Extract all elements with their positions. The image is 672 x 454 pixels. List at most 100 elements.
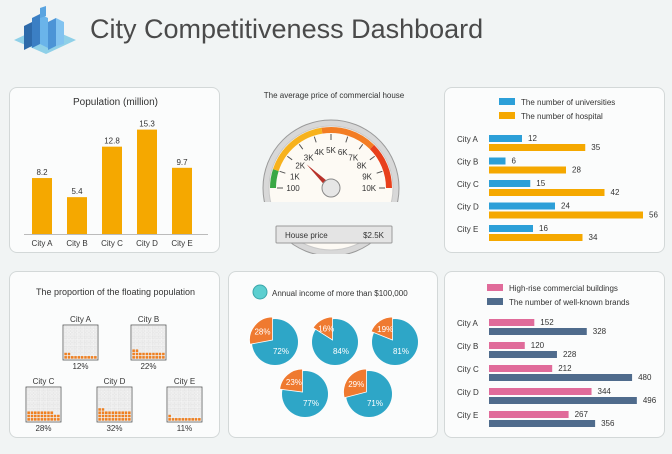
annual-income-panel: Annual income of more than $100,000 28% 72… [228, 271, 438, 438]
waffle-cell [184, 417, 188, 421]
waffle-cell [87, 349, 91, 353]
waffle-cell [181, 414, 185, 418]
waffle-cell [67, 345, 71, 349]
waffle-cell [117, 388, 121, 392]
population-bar [102, 146, 122, 234]
waffle-cell [188, 408, 191, 411]
waffle-cell [111, 388, 115, 392]
waffle-cell [77, 342, 81, 346]
waffle-cell [194, 417, 198, 421]
waffle-cell [80, 332, 84, 336]
waffle-cell [135, 336, 139, 339]
waffle-cell [64, 329, 68, 333]
waffle-cell [145, 352, 149, 356]
waffle-cell [37, 401, 41, 405]
waffle-cell [104, 394, 108, 398]
bar [489, 157, 506, 165]
waffle-cell [101, 394, 105, 398]
waffle-cell [138, 352, 142, 356]
waffle-cell [127, 401, 131, 405]
waffle-cell [174, 394, 178, 398]
waffle-cell [46, 404, 50, 408]
waffle-cell [145, 342, 149, 346]
waffle-cell [138, 336, 142, 339]
bar-value-label: 35 [591, 143, 600, 152]
waffle-cell [148, 342, 152, 346]
waffle-cell [80, 352, 84, 356]
waffle-cell [87, 326, 91, 330]
waffle-cell [158, 349, 162, 353]
waffle-cell [121, 411, 125, 415]
waffle-cell [87, 352, 91, 356]
waffle-cell [67, 339, 71, 343]
waffle-cell [98, 414, 102, 418]
waffle-cell [43, 391, 47, 395]
waffle-cell [104, 404, 108, 408]
waffle-cell [155, 332, 159, 336]
population-value-label: 9.7 [176, 158, 188, 167]
waffle-cell [77, 355, 81, 359]
waffle-cell [108, 404, 111, 408]
waffle-cell [93, 336, 97, 339]
gauge-tick [287, 155, 293, 161]
waffle-cell [168, 401, 172, 405]
waffle-cell [138, 349, 142, 353]
gauge-readout-label: House price [285, 231, 328, 240]
universities-hospitals-panel: The number of universities The number of … [444, 87, 665, 253]
waffle-cell [74, 339, 77, 343]
waffle-cell [111, 408, 115, 411]
annual-income-pies: Annual income of more than $100,000 28% 72… [249, 284, 418, 417]
waffle-cell [181, 394, 185, 398]
waffle-percent-label: 28% [35, 424, 51, 433]
gauge-band-red [369, 144, 392, 189]
waffle-cell [90, 352, 94, 356]
bar-value-label: 356 [601, 419, 615, 428]
waffle-cell [158, 336, 162, 339]
waffle-cell [174, 417, 178, 421]
gauge-tick-label: 6K [338, 148, 348, 157]
waffle-city-label: City C [33, 377, 55, 386]
waffle-cell [46, 408, 50, 411]
waffle-cell [33, 398, 37, 401]
gauge-tick-label: 10K [362, 184, 377, 193]
waffle-cell [104, 411, 108, 415]
waffle-cell [90, 336, 94, 339]
waffle-cell [74, 355, 77, 359]
waffle-cell [148, 336, 152, 339]
floating-population-panel: The proportion of the floating populatio… [9, 271, 220, 438]
waffle-cell [27, 394, 31, 398]
waffle-cell [135, 345, 139, 349]
waffle-city-label: City A [70, 315, 92, 324]
bar [489, 144, 586, 151]
waffle-cell [124, 411, 128, 415]
waffle-cell [158, 332, 162, 336]
waffle-cell [30, 394, 34, 398]
waffle-cell [90, 345, 94, 349]
waffle-cell [101, 388, 105, 392]
waffle-cell [181, 401, 185, 405]
bar-value-label: 24 [561, 202, 570, 211]
waffle-cell [37, 408, 41, 411]
waffle-cell [90, 349, 94, 353]
waffle-cell [87, 332, 91, 336]
waffle-cell [90, 339, 94, 343]
waffle-cell [168, 408, 172, 411]
waffle-cell [178, 388, 181, 392]
waffle-cell [64, 342, 68, 346]
waffle-cell [90, 342, 94, 346]
pie-small-slice [249, 316, 273, 345]
waffle-cell [64, 349, 68, 353]
bar [489, 211, 643, 219]
waffle-cell [188, 398, 191, 401]
bar [489, 180, 531, 187]
waffle-cell [80, 336, 84, 339]
bar [489, 365, 553, 372]
waffle-cell [117, 411, 121, 415]
waffle-cell [37, 391, 41, 395]
waffle-cell [197, 401, 201, 405]
waffle-cell [70, 326, 74, 330]
waffle-cell [77, 349, 81, 353]
waffle-cell [80, 329, 84, 333]
waffle-cell [111, 404, 115, 408]
